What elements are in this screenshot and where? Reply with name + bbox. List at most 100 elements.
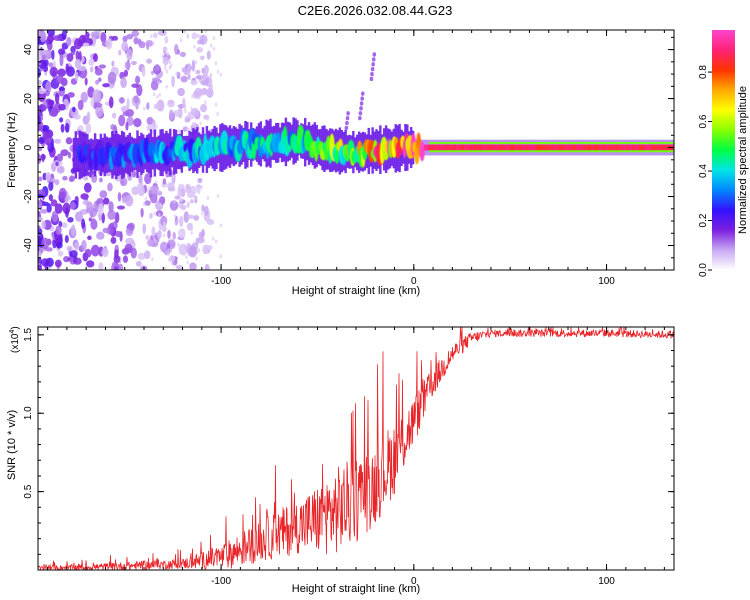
ridge-edge bbox=[488, 150, 491, 153]
ridge-edge bbox=[643, 150, 646, 153]
ridge-edge bbox=[442, 141, 445, 144]
ridge-edge bbox=[620, 150, 623, 153]
noise-blob bbox=[38, 114, 41, 126]
ridge-core bbox=[433, 144, 436, 151]
ridge-edge bbox=[666, 141, 669, 144]
streak-blob bbox=[346, 111, 350, 116]
noise-blob bbox=[140, 207, 144, 218]
ridge-edge bbox=[490, 150, 493, 153]
noise-blob bbox=[56, 153, 64, 162]
ridge-edge bbox=[550, 141, 553, 144]
ridge-edge bbox=[529, 141, 532, 144]
ridge-core bbox=[583, 144, 587, 151]
noise-blob bbox=[59, 54, 64, 67]
snr-line bbox=[38, 327, 674, 570]
noise-blob bbox=[125, 121, 129, 131]
ridge-edge bbox=[544, 150, 547, 153]
noise-blob bbox=[152, 32, 158, 39]
noise-blob bbox=[126, 33, 134, 40]
ridge-edge bbox=[438, 141, 441, 144]
ridge-edge bbox=[436, 150, 439, 153]
noise-blob bbox=[50, 178, 56, 183]
noise-blob bbox=[186, 33, 189, 38]
ridge-edge bbox=[515, 150, 518, 153]
noise-blob bbox=[92, 89, 101, 101]
ridge-core bbox=[454, 144, 458, 151]
ridge-edge bbox=[623, 150, 626, 153]
noise-blob bbox=[162, 233, 166, 238]
ridge-edge bbox=[539, 141, 542, 144]
ridge-edge bbox=[519, 141, 522, 144]
noise-blob bbox=[64, 235, 69, 244]
noise-blob bbox=[212, 36, 216, 41]
noise-blob bbox=[172, 231, 176, 240]
ridge-edge bbox=[627, 150, 630, 153]
ridge-core bbox=[643, 144, 646, 151]
ridge-edge bbox=[668, 150, 671, 153]
ridge-core bbox=[664, 144, 668, 151]
ridge-edge bbox=[550, 150, 553, 153]
streak-blob bbox=[360, 91, 365, 96]
noise-blob bbox=[170, 261, 174, 266]
noise-blob bbox=[116, 205, 126, 210]
noise-blob bbox=[180, 75, 188, 83]
noise-blob bbox=[121, 41, 129, 52]
ridge-edge bbox=[431, 150, 434, 153]
ridge-edge bbox=[527, 141, 530, 144]
noise-blob bbox=[173, 214, 177, 219]
noise-blob bbox=[219, 72, 223, 77]
ridge-edge bbox=[514, 150, 517, 153]
noise-blob bbox=[98, 77, 102, 83]
ridge-core bbox=[533, 144, 537, 151]
noise-blob bbox=[183, 30, 186, 33]
noise-blob bbox=[74, 211, 83, 222]
noise-blob bbox=[142, 223, 147, 234]
ridge-edge bbox=[508, 141, 511, 144]
ridge-edge bbox=[496, 141, 499, 144]
ridge-core bbox=[441, 144, 444, 151]
streak-blob bbox=[372, 52, 377, 57]
ridge-core bbox=[535, 144, 539, 151]
ridge-edge bbox=[477, 150, 480, 153]
ridge-edge bbox=[546, 150, 549, 153]
ridge-edge bbox=[579, 150, 582, 153]
ridge-edge bbox=[560, 141, 563, 144]
ridge-core bbox=[506, 144, 510, 151]
ridge-edge bbox=[479, 150, 482, 153]
ridge-edge bbox=[517, 150, 520, 153]
colorbar-tick-label: 0.6 bbox=[698, 114, 709, 128]
ridge-edge bbox=[562, 141, 565, 144]
noise-blob bbox=[196, 185, 201, 195]
noise-blob bbox=[58, 86, 66, 91]
colorbar-tick-label: 0.2 bbox=[698, 213, 709, 227]
noise-blob bbox=[214, 239, 218, 244]
ridge-edge bbox=[535, 141, 538, 144]
noise-blob bbox=[200, 55, 205, 61]
ridge-core bbox=[522, 144, 525, 151]
ridge-core bbox=[479, 144, 483, 151]
ridge-edge bbox=[602, 141, 605, 144]
ridge-core bbox=[443, 144, 446, 151]
y-tick-label: 0 bbox=[23, 144, 34, 150]
ridge-edge bbox=[527, 150, 530, 153]
noise-blob bbox=[195, 237, 200, 246]
noise-blob bbox=[118, 114, 126, 127]
ridge-core bbox=[452, 144, 456, 151]
ridge-core bbox=[641, 144, 645, 151]
noise-blob bbox=[131, 83, 139, 88]
noise-blob bbox=[146, 58, 153, 64]
noise-blob bbox=[135, 104, 139, 110]
ridge-core bbox=[527, 144, 531, 151]
noise-blob bbox=[43, 59, 49, 67]
ridge-core bbox=[518, 144, 521, 151]
colorbar-label: Normalized spectral amplitude bbox=[737, 86, 749, 234]
ridge-edge bbox=[637, 150, 640, 153]
noise-blob bbox=[85, 123, 92, 135]
ridge-edge bbox=[650, 150, 653, 153]
ridge-core bbox=[658, 144, 662, 151]
spectrogram-ylabel: Frequency (Hz) bbox=[6, 112, 18, 188]
noise-blob bbox=[72, 257, 82, 265]
ridge-edge bbox=[600, 150, 603, 153]
ridge-core bbox=[610, 144, 614, 151]
ridge-edge bbox=[452, 141, 455, 144]
